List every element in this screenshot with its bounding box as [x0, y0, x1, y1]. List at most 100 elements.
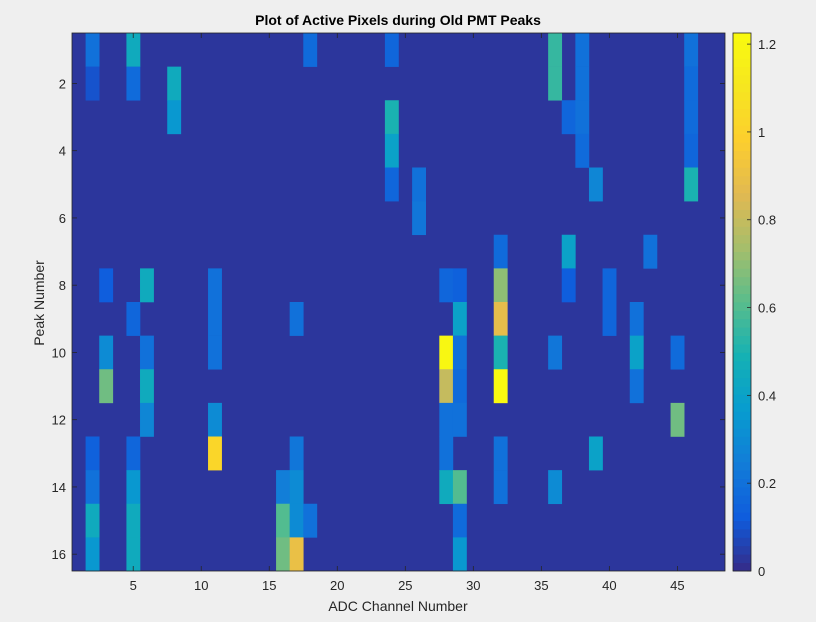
- colorbar-strip: [733, 444, 751, 454]
- colorbar-strip: [733, 318, 751, 328]
- colorbar-strip: [733, 234, 751, 244]
- colorbar-strip: [733, 344, 751, 353]
- plot-area: 5 10 15 20 25 30 35 40 45 2 4 6 8 10 12 14 16: [52, 32, 726, 593]
- heatmap-cell: [452, 369, 467, 404]
- colorbar-strip: [733, 209, 751, 219]
- heatmap-cell: [602, 268, 617, 303]
- heatmap-cell: [276, 537, 290, 572]
- heatmap-cell: [99, 268, 114, 303]
- heatmap-cell: [684, 133, 699, 168]
- colorbar-strip: [733, 243, 751, 252]
- x-tick-label: 10: [194, 578, 208, 593]
- colorbar-strip: [733, 100, 751, 110]
- y-tick-label: 8: [59, 278, 66, 293]
- heatmap-cell: [126, 302, 141, 336]
- heatmap-cell: [548, 335, 563, 370]
- colorbar-strip: [733, 142, 751, 152]
- colorbar-strip: [733, 167, 751, 177]
- colorbar-strip: [733, 520, 751, 530]
- colorbar-strip: [733, 192, 751, 202]
- heatmap-cell: [99, 335, 114, 370]
- colorbar-strip: [733, 554, 751, 563]
- colorbar-strip: [733, 125, 751, 135]
- colorbar-tick-label: 0: [758, 564, 765, 579]
- heatmap-cell: [140, 335, 154, 370]
- x-tick-label: 20: [330, 578, 344, 593]
- heatmap-cell: [289, 503, 304, 538]
- x-tick-label: 30: [466, 578, 480, 593]
- colorbar-tick-label: 0.8: [758, 213, 776, 228]
- heatmap-cell: [629, 302, 644, 336]
- heatmap-cell: [276, 503, 290, 538]
- colorbar-strip: [733, 327, 751, 337]
- heatmap-cell: [208, 402, 222, 437]
- colorbar-strip: [733, 486, 751, 496]
- colorbar-strip: [733, 201, 751, 210]
- heatmap-cell: [548, 470, 563, 505]
- heatmap-cell: [126, 33, 141, 67]
- heatmap-cell: [493, 436, 508, 471]
- heatmap-cell: [208, 302, 222, 336]
- colorbar-strip: [733, 91, 751, 101]
- colorbar-strip: [733, 461, 751, 471]
- heatmap-cell: [208, 268, 222, 303]
- heatmap-cell: [85, 503, 100, 538]
- heatmap-cell: [126, 503, 141, 538]
- y-tick-label: 6: [59, 211, 66, 226]
- colorbar-strip: [733, 369, 751, 379]
- colorbar-strip: [733, 58, 751, 68]
- colorbar-tick-label: 0.2: [758, 476, 776, 491]
- colorbar-strip: [733, 545, 751, 555]
- colorbar-strip: [733, 302, 751, 311]
- x-axis-ticks: 5 10 15 20 25 30 35 40 45: [130, 33, 685, 593]
- colorbar-strip: [733, 293, 751, 303]
- heatmap-cell: [289, 470, 304, 505]
- colorbar-strip: [733, 377, 751, 387]
- colorbar-strip: [733, 419, 751, 429]
- colorbar-tick-label: 1.2: [758, 37, 776, 52]
- colorbar-strip: [733, 478, 751, 488]
- colorbar-strip: [733, 495, 751, 505]
- heatmap-cell: [439, 369, 454, 404]
- heatmap-cell: [439, 402, 454, 437]
- y-tick-label: 2: [59, 76, 66, 91]
- heatmap-cell: [276, 470, 290, 505]
- heatmap-cell: [208, 436, 222, 471]
- heatmap-cell: [602, 302, 617, 336]
- colorbar-gradient: [733, 33, 751, 572]
- heatmap-cell: [289, 537, 304, 572]
- heatmap-cell: [384, 167, 399, 202]
- colorbar-strip: [733, 352, 751, 362]
- colorbar-strip: [733, 428, 751, 437]
- heatmap-cell: [289, 302, 304, 336]
- x-tick-label: 40: [602, 578, 616, 593]
- colorbar-strip: [733, 276, 751, 286]
- colorbar-strip: [733, 49, 751, 59]
- heatmap-cell: [629, 369, 644, 404]
- heatmap-cell: [384, 100, 399, 135]
- chart-title: Plot of Active Pixels during Old PMT Pea…: [255, 12, 541, 28]
- colorbar-tick-label: 0.6: [758, 301, 776, 316]
- heatmap-cell: [289, 436, 304, 471]
- heatmap-cell: [140, 402, 154, 437]
- colorbar-strip: [733, 226, 751, 236]
- colorbar-strip: [733, 394, 751, 404]
- colorbar-strip: [733, 66, 751, 76]
- heatmap-cell: [412, 201, 426, 236]
- y-tick-label: 4: [59, 144, 66, 159]
- colorbar-tick-label: 1: [758, 125, 765, 140]
- heatmap-cell: [670, 402, 685, 437]
- x-axis-label: ADC Channel Number: [328, 598, 468, 614]
- colorbar-strip: [733, 75, 751, 84]
- y-tick-label: 14: [52, 480, 66, 495]
- heatmap-cell: [208, 335, 222, 370]
- colorbar-strip: [733, 83, 751, 93]
- heatmap-cell: [126, 470, 141, 505]
- heatmap-cell: [439, 335, 454, 370]
- colorbar-strip: [733, 108, 751, 118]
- colorbar-strip: [733, 133, 751, 143]
- y-tick-label: 10: [52, 345, 66, 360]
- colorbar-strip: [733, 285, 751, 294]
- colorbar-strip: [733, 528, 751, 538]
- plot-frame: [71, 32, 726, 572]
